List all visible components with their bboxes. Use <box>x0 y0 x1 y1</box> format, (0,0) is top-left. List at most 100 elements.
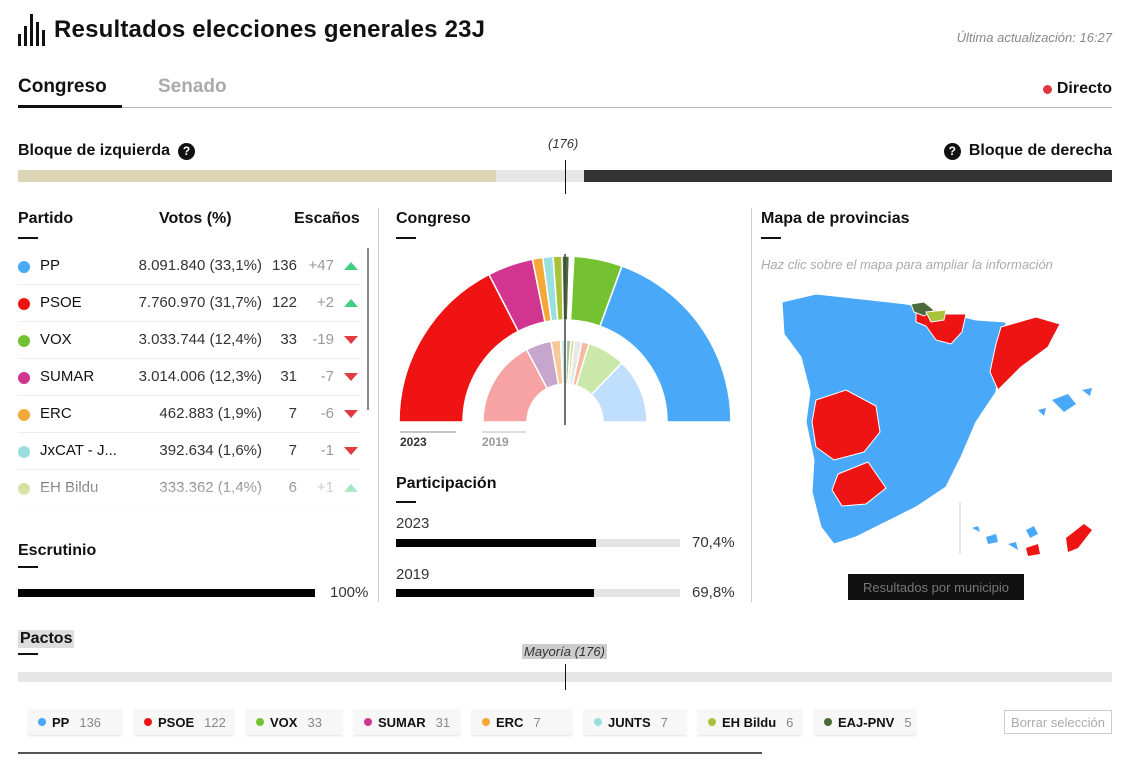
help-icon[interactable]: ? <box>178 142 196 160</box>
participacion-value-2023: 70,4% <box>692 534 735 551</box>
party-row[interactable]: PSOE 7.760.970 (31,7%) 122 +2 <box>18 285 360 322</box>
tab-congreso[interactable]: Congreso <box>18 76 122 108</box>
pactos-title: Pactos <box>18 630 75 648</box>
party-name: JxCAT - J... <box>40 442 117 459</box>
party-color-dot <box>18 446 30 458</box>
party-row[interactable]: ERC 462.883 (1,9%) 7 -6 <box>18 396 360 433</box>
map-canarias[interactable] <box>972 526 1038 550</box>
trend-up-icon <box>344 262 358 270</box>
seat-arc-pp[interactable] <box>599 265 732 423</box>
table-scrollbar[interactable] <box>367 248 369 410</box>
chip-seats: 31 <box>435 714 451 730</box>
majority-label: (176) <box>548 136 579 151</box>
trend-up-icon <box>344 299 358 307</box>
party-seat-change: -19 <box>312 331 334 348</box>
chip-color-dot <box>594 718 602 726</box>
pacto-chip[interactable]: ERC 7 <box>472 709 572 735</box>
map-region-south-red[interactable] <box>831 461 887 507</box>
party-color-dot <box>18 298 30 310</box>
chip-party-name: ERC <box>496 714 524 730</box>
map-region-extremadura[interactable] <box>811 389 881 461</box>
map-region-catalonia[interactable] <box>989 316 1061 391</box>
pacto-chip[interactable]: SUMAR 31 <box>354 709 460 735</box>
party-row[interactable]: PP 8.091.840 (33,1%) 136 +47 <box>18 248 360 285</box>
congreso-chart: 2023 2019 <box>398 254 732 449</box>
column-divider <box>751 208 752 602</box>
trend-down-icon <box>344 336 358 344</box>
party-votes: 7.760.970 (31,7%) <box>138 294 262 311</box>
map-region-navarra[interactable] <box>925 309 947 323</box>
chip-seats: 6 <box>786 714 794 730</box>
table-fade <box>18 470 360 510</box>
header-votos: Votos (%) <box>159 210 232 227</box>
pactos-bottom-line <box>18 752 762 754</box>
party-row[interactable]: VOX 3.033.744 (12,4%) 33 -19 <box>18 322 360 359</box>
chip-seats: 122 <box>204 714 226 730</box>
page-header: Resultados elecciones generales 23J <box>18 14 485 46</box>
chip-color-dot <box>824 718 832 726</box>
party-seat-change: +2 <box>316 294 334 311</box>
label-2023: 2023 <box>400 435 427 449</box>
pactos-majority-marker <box>565 664 566 690</box>
pacto-chip[interactable]: EH Bildu 6 <box>698 709 802 735</box>
chip-color-dot <box>38 718 46 726</box>
participacion-value-2019: 69,8% <box>692 584 735 601</box>
congreso-underline <box>396 237 416 239</box>
chip-party-name: PSOE <box>158 714 195 730</box>
party-seats: 7 <box>288 442 297 459</box>
party-color-dot <box>18 335 30 347</box>
live-indicator: Directo <box>1042 80 1112 98</box>
page-title: Resultados elecciones generales 23J <box>54 16 486 43</box>
seats-2019 <box>482 339 648 423</box>
pacto-chip[interactable]: PSOE 122 <box>134 709 234 735</box>
pacto-chip[interactable]: PP 136 <box>28 709 122 735</box>
chip-party-name: VOX <box>270 714 298 730</box>
chip-party-name: SUMAR <box>378 714 426 730</box>
help-icon[interactable]: ? <box>943 142 961 160</box>
municipio-results-button[interactable]: Resultados por municipio <box>848 574 1024 600</box>
chip-seats: 7 <box>533 714 541 730</box>
map-canarias-red[interactable] <box>1026 524 1092 556</box>
chip-color-dot <box>482 718 490 726</box>
chamber-tabs: Congreso Senado Directo <box>18 72 1112 108</box>
party-name: PP <box>40 257 61 274</box>
party-row[interactable]: JxCAT - J... 392.634 (1,6%) 7 -1 <box>18 433 360 470</box>
participacion-title: Participación <box>396 475 497 492</box>
party-color-dot <box>18 261 30 273</box>
chip-seats: 136 <box>79 714 102 730</box>
escrutinio-bar-fill <box>18 589 315 597</box>
party-color-dot <box>18 409 30 421</box>
party-name: SUMAR <box>40 368 95 385</box>
map-balearic[interactable] <box>1038 388 1092 416</box>
header-underline <box>18 237 38 239</box>
chip-seats: 5 <box>904 714 912 730</box>
party-color-dot <box>18 372 30 384</box>
party-name: VOX <box>40 331 72 348</box>
pacto-chip[interactable]: EAJ-PNV 5 <box>814 709 916 735</box>
participacion-year-2019: 2019 <box>396 566 430 583</box>
live-dot-icon <box>1042 84 1052 94</box>
participacion-bar-2023 <box>396 539 680 547</box>
mapa-underline <box>761 237 781 239</box>
party-row[interactable]: SUMAR 3.014.006 (12,3%) 31 -7 <box>18 359 360 396</box>
mapa-hint: Haz clic sobre el mapa para ampliar la i… <box>761 257 1053 272</box>
party-votes: 8.091.840 (33,1%) <box>138 257 262 274</box>
last-updated: Última actualización: 16:27 <box>956 30 1112 45</box>
seat-arc-pp[interactable] <box>590 361 648 423</box>
province-map[interactable] <box>776 282 1106 562</box>
header-escanos: Escaños <box>294 210 360 227</box>
escrutinio-value: 100% <box>330 584 369 601</box>
participacion-fill-2019 <box>396 589 595 597</box>
party-seat-change: -6 <box>320 405 334 422</box>
clear-selection-button[interactable]: Borrar selección <box>1004 710 1112 734</box>
party-votes: 462.883 (1,9%) <box>159 405 262 422</box>
chip-party-name: EAJ-PNV <box>838 714 895 730</box>
bloque-derecha-label: Bloque de derecha <box>968 142 1112 159</box>
participacion-bar-2019 <box>396 589 680 597</box>
mapa-title: Mapa de provincias <box>761 210 910 227</box>
pacto-chip[interactable]: JUNTS 7 <box>584 709 686 735</box>
pacto-chip[interactable]: VOX 33 <box>246 709 342 735</box>
pactos-majority-label: Mayoría (176) <box>522 644 607 659</box>
seats-2023 <box>398 255 732 423</box>
tab-senado[interactable]: Senado <box>158 76 227 97</box>
